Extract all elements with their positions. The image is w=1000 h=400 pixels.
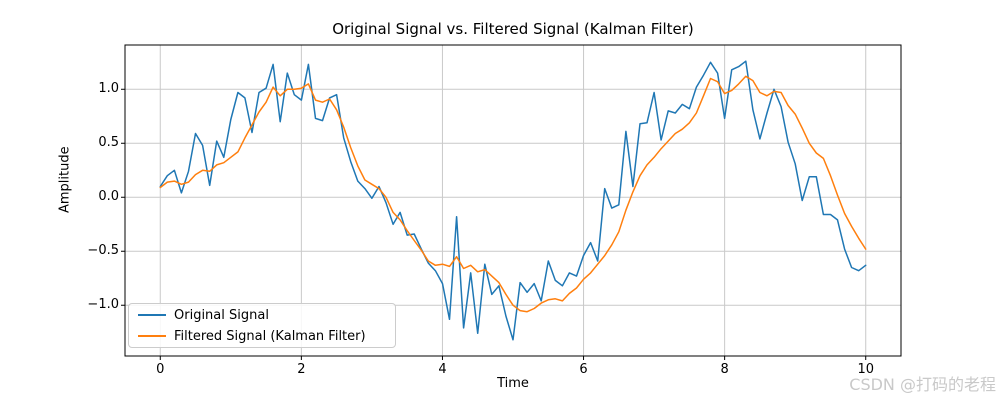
legend-line-original-signal <box>138 314 166 316</box>
tick-marks <box>121 88 867 360</box>
x-tick-label: 10 <box>857 362 874 377</box>
x-tick-label: 6 <box>579 362 588 377</box>
y-tick-label: 0.0 <box>98 189 119 205</box>
legend: Original Signal Filtered Signal (Kalman … <box>128 303 396 348</box>
y-tick-label: −1.0 <box>87 297 119 313</box>
axes-spines <box>124 44 902 357</box>
legend-label-original-signal: Original Signal <box>174 307 269 323</box>
legend-entry-original: Original Signal <box>129 305 395 325</box>
series-line-1 <box>159 75 867 313</box>
x-tick-label: 2 <box>297 362 306 377</box>
x-tick-label: 4 <box>438 362 447 377</box>
legend-label-filtered-signal: Filtered Signal (Kalman Filter) <box>174 328 366 344</box>
data-series <box>159 60 867 341</box>
legend-line-filtered-signal <box>138 335 166 337</box>
legend-entry-filtered: Filtered Signal (Kalman Filter) <box>129 326 395 346</box>
x-tick-label: 0 <box>156 362 165 377</box>
x-axis-label: Time <box>497 376 529 391</box>
chart-title: Original Signal vs. Filtered Signal (Kal… <box>332 20 694 38</box>
watermark-text: CSDN @打码的老程 <box>849 375 996 394</box>
y-tick-label: 0.5 <box>98 135 119 151</box>
x-tick-label: 8 <box>720 362 729 377</box>
plot-border <box>124 44 902 357</box>
y-tick-label: 1.0 <box>98 81 119 97</box>
y-tick-label: −0.5 <box>87 243 119 259</box>
